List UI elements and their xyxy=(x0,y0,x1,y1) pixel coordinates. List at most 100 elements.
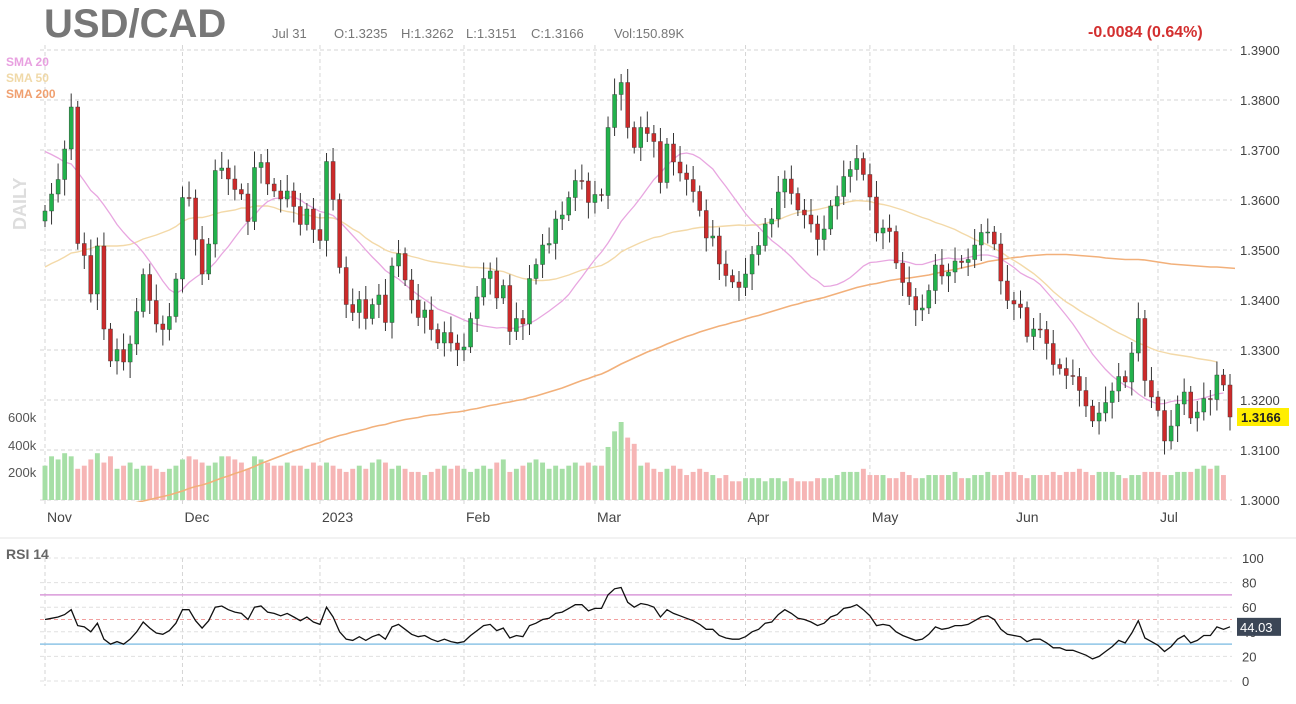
candle-body xyxy=(599,194,604,196)
volume-bar xyxy=(428,471,434,500)
candle-body xyxy=(972,244,977,260)
candle-body xyxy=(1155,396,1161,411)
volume-bar xyxy=(703,471,709,500)
candle-body xyxy=(1208,398,1213,400)
candle-body xyxy=(821,228,827,240)
candle-body xyxy=(429,309,434,330)
price-tick-label: 1.3500 xyxy=(1240,243,1280,258)
volume-bar xyxy=(1031,475,1037,500)
moving-average-group xyxy=(44,150,1235,502)
volume-bar xyxy=(1162,475,1167,500)
candle-body xyxy=(258,162,264,168)
candle-body xyxy=(1149,380,1154,398)
volume-bar xyxy=(932,475,938,500)
volume-bar xyxy=(68,456,74,500)
candle-body xyxy=(337,199,342,268)
candle-body xyxy=(834,196,840,207)
volume-bar xyxy=(599,465,604,500)
volume-bar xyxy=(232,459,238,500)
candle-body xyxy=(684,172,689,180)
candle-body xyxy=(1057,364,1063,369)
volume-bar xyxy=(1207,468,1213,500)
candle-body xyxy=(631,127,637,148)
candle-body xyxy=(776,191,781,220)
volume-bar xyxy=(801,481,807,500)
volume-bar xyxy=(494,462,500,500)
candle-body xyxy=(88,255,94,295)
x-axis-label: Nov xyxy=(47,509,72,525)
candle-body xyxy=(343,267,349,305)
candle-body xyxy=(422,309,427,318)
volume-bar xyxy=(625,437,631,500)
volume-bar xyxy=(81,465,87,500)
volume-bar xyxy=(153,468,159,500)
volume-bar xyxy=(448,468,454,500)
candle-body xyxy=(291,190,297,207)
candle-body xyxy=(573,180,578,198)
volume-bar xyxy=(684,475,690,500)
volume-bar xyxy=(409,471,415,500)
candle-body xyxy=(1116,376,1121,392)
candle-body xyxy=(926,290,932,309)
candle-body xyxy=(762,223,768,246)
candle-body xyxy=(1051,343,1056,365)
price-tick-label: 1.3600 xyxy=(1240,193,1280,208)
volume-bar xyxy=(939,475,945,500)
volume-bar xyxy=(1018,475,1023,500)
candle-body xyxy=(186,197,192,199)
volume-bar xyxy=(127,462,133,500)
candle-body xyxy=(134,311,139,345)
candle-body xyxy=(1227,384,1233,418)
volume-bar xyxy=(860,468,866,500)
candle-body xyxy=(298,206,303,225)
candle-body xyxy=(959,260,964,263)
candle-body xyxy=(252,167,257,222)
volume-bar xyxy=(1181,471,1187,500)
price-tick-label: 1.3800 xyxy=(1240,93,1280,108)
candle-body xyxy=(690,179,696,192)
candle-body xyxy=(887,227,892,232)
volume-bar xyxy=(965,478,971,500)
volume-bar xyxy=(94,453,100,500)
candle-body xyxy=(782,178,788,193)
volume-bar xyxy=(729,481,735,500)
candle-body xyxy=(704,210,709,239)
volume-bar xyxy=(500,459,506,500)
candle-body xyxy=(140,274,146,312)
volume-bar xyxy=(1103,471,1109,500)
volume-bar xyxy=(166,468,172,500)
candle-body xyxy=(756,245,761,255)
volume-bar xyxy=(579,465,585,500)
candle-body xyxy=(1044,329,1049,344)
candle-body xyxy=(736,281,742,288)
last-price-value: 1.3166 xyxy=(1241,410,1281,425)
volume-bar xyxy=(841,471,847,500)
candle-body xyxy=(514,318,519,332)
candle-body xyxy=(114,349,120,362)
candle-body xyxy=(154,300,159,325)
volume-bar xyxy=(926,475,932,500)
volume-bar xyxy=(350,468,356,500)
candle-body xyxy=(396,253,401,267)
volume-bar xyxy=(677,468,683,500)
candle-body xyxy=(173,278,179,317)
candle-body xyxy=(55,179,61,195)
volume-bar xyxy=(245,468,251,500)
x-axis-label: Apr xyxy=(748,509,770,525)
volume-bar xyxy=(1188,471,1194,500)
volume-bar xyxy=(1122,478,1128,500)
candle-body xyxy=(442,332,447,344)
price-tick-label: 1.3400 xyxy=(1240,293,1280,308)
ohlc-volume: Vol:150.89K xyxy=(614,26,685,41)
volume-bar xyxy=(1175,471,1181,500)
volume-bar xyxy=(946,475,951,500)
volume-bar xyxy=(304,468,310,500)
volume-bar xyxy=(605,446,611,500)
volume-bar xyxy=(108,456,113,500)
candle-body xyxy=(1024,307,1030,337)
last-price-tag xyxy=(1237,408,1289,426)
volume-bar xyxy=(566,465,572,500)
candle-body xyxy=(101,245,107,330)
